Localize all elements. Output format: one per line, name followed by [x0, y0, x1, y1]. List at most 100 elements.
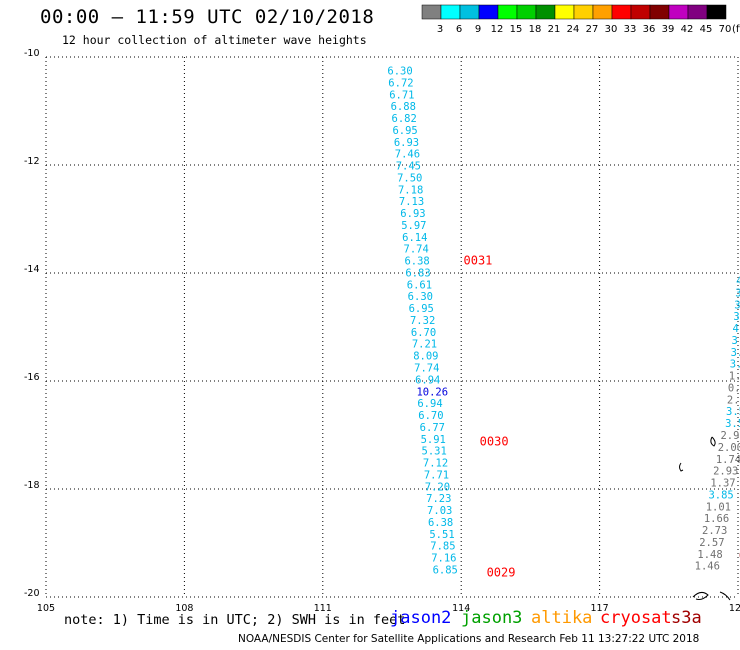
wave-height-value: 6.93 [394, 137, 419, 149]
wave-height-value: 7.18 [398, 184, 423, 196]
lat-tick-label: -14 [24, 264, 40, 275]
legend-tick-label: 27 [586, 24, 599, 35]
wave-height-value: 5.51 [429, 529, 454, 541]
lat-tick-label: -12 [24, 156, 40, 167]
time-label: 0031 [464, 254, 493, 268]
wave-height-value: 6.94 [417, 398, 442, 410]
credit-line: NOAA/NESDIS Center for Satellite Applica… [238, 633, 700, 645]
legend-tick-label: 70 [719, 24, 732, 35]
wave-height-value: 6.95 [392, 125, 417, 137]
legend-tick-label: 9 [475, 24, 481, 35]
wave-height-value: 2.00 [718, 442, 740, 454]
wave-height-value: 1.74 [716, 454, 740, 466]
time-label: 0029 [487, 566, 516, 580]
time-label: 0153 [739, 548, 740, 562]
satellite-cryosat: cryosat [600, 608, 672, 628]
wave-height-value: 4.3 [732, 323, 740, 335]
wave-height-value: 3 [735, 287, 740, 299]
wave-height-value: 3.2 [732, 335, 740, 347]
legend-swatch [706, 4, 727, 20]
wave-height-value: 7.32 [410, 315, 435, 327]
coastline [679, 462, 684, 472]
wave-height-value: 7.85 [430, 541, 455, 553]
legend-tick-label: 21 [548, 24, 561, 35]
wave-height-value: 1.37 [710, 478, 735, 490]
wave-height-value: 6.70 [418, 410, 443, 422]
wave-height-value: 7.03 [427, 505, 452, 517]
wave-height-value: 7.74 [404, 244, 429, 256]
wave-height-value: 6.77 [420, 422, 445, 434]
legend-tick-label: 45 [700, 24, 713, 35]
coastline [692, 591, 709, 600]
wave-height-value: 5.31 [422, 446, 447, 458]
legend-tick-label: 30 [605, 24, 618, 35]
legend-tick-label: 18 [529, 24, 542, 35]
wave-height-value: 7.71 [424, 469, 449, 481]
wave-height-value: 2.93 [713, 466, 738, 478]
wave-height-value: 6.93 [400, 208, 425, 220]
lon-tick-label: 117 [591, 603, 609, 614]
lon-tick-label: 111 [314, 603, 332, 614]
lat-tick-label: -20 [24, 588, 40, 599]
wave-height-value: 6.61 [407, 279, 432, 291]
wave-height-value: 6.82 [392, 113, 417, 125]
wave-height-value: 6.95 [409, 303, 434, 315]
wave-height-value: 10.26 [416, 386, 448, 398]
wave-height-value: 0.59 [728, 382, 740, 394]
wave-height-value: 1.46 [695, 561, 720, 573]
wave-height-value: 2.73 [702, 525, 727, 537]
wave-height-value: 3.52 [725, 418, 740, 430]
satellite-s3a: s3a [671, 608, 702, 628]
wave-height-value: 4 [736, 276, 740, 288]
lon-tick-label: 114 [452, 603, 470, 614]
wave-height-value: 6.72 [388, 77, 413, 89]
legend-tick-label: 39 [662, 24, 675, 35]
wave-height-value: 7.21 [412, 339, 437, 351]
wave-height-value: 6.70 [411, 327, 436, 339]
wave-height-value: 6.30 [408, 291, 433, 303]
legend-tick-label: 42 [681, 24, 694, 35]
wave-height-value: 3.6 [731, 347, 740, 359]
wave-height-value: 3.31 [730, 359, 740, 371]
wave-height-value: 3 [734, 299, 740, 311]
wave-height-value: 2.93 [720, 430, 740, 442]
lat-tick-label: -18 [24, 480, 40, 491]
wave-height-value: 6.94 [415, 374, 440, 386]
wave-height-value: 3.85 [708, 489, 733, 501]
legend-tick-label: 15 [510, 24, 523, 35]
lat-tick-label: -10 [24, 48, 40, 59]
wave-height-value: 8.09 [413, 351, 438, 363]
wave-height-value: 7.13 [399, 196, 424, 208]
satellite-jason3: jason3 [461, 608, 523, 628]
wave-height-value: 6.14 [402, 232, 427, 244]
wave-height-value: 1.48 [697, 549, 722, 561]
wave-height-value: 2.57 [699, 537, 724, 549]
satellite-jason2: jason2 [390, 608, 452, 628]
lat-tick-label: -16 [24, 372, 40, 383]
wave-height-value: 2.94 [727, 394, 740, 406]
wave-height-value: 5.97 [401, 220, 426, 232]
legend-tick-label: 36 [643, 24, 656, 35]
lon-tick-label: 108 [175, 603, 193, 614]
lon-tick-label: 105 [37, 603, 55, 614]
time-label: 0030 [480, 434, 509, 448]
wave-height-value: 6.38 [404, 256, 429, 268]
page-title: 00:00 – 11:59 UTC 02/10/2018 [40, 6, 375, 28]
legend-tick-label: 6 [456, 24, 462, 35]
wave-height-value: 6.85 [433, 564, 458, 576]
page-subtitle: 12 hour collection of altimeter wave hei… [62, 33, 367, 47]
lon-tick-label: 120 [729, 603, 740, 614]
wave-height-value: 3.55 [726, 406, 740, 418]
coastline [719, 591, 731, 601]
wave-height-value: 5.91 [421, 434, 446, 446]
coastline [710, 436, 716, 447]
wave-height-value: 3. [733, 311, 740, 323]
legend-tick-label: 24 [567, 24, 580, 35]
wave-height-value: 7.16 [431, 553, 456, 565]
legend-tick-label: 3 [437, 24, 443, 35]
wave-height-value: 1.66 [704, 513, 729, 525]
wave-height-value: 7.23 [426, 493, 451, 505]
satellite-altika: altika [531, 608, 593, 628]
